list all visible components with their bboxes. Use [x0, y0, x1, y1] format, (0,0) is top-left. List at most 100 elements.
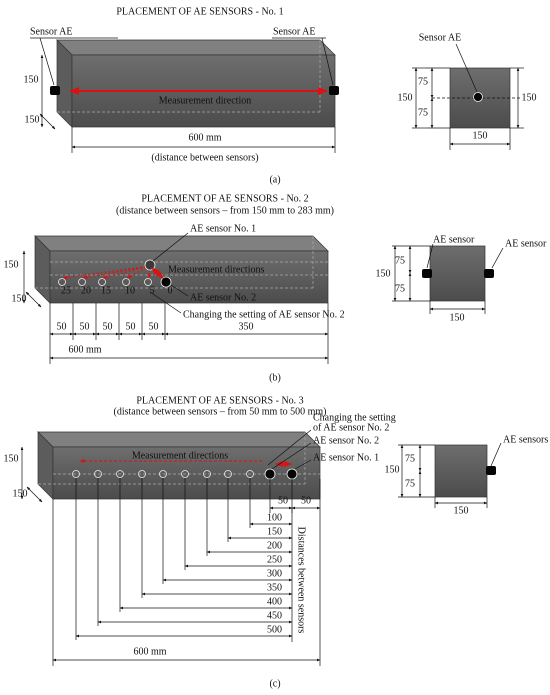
label: 100: [267, 512, 282, 523]
position-label: 5: [150, 285, 155, 296]
label: 150: [25, 114, 40, 125]
sensor-position: [159, 470, 167, 478]
dimension-line: [25, 291, 42, 308]
label: 300: [267, 568, 282, 579]
caption: (a): [269, 174, 280, 185]
label: 75: [405, 478, 415, 489]
label: 150: [454, 505, 469, 516]
dimension-line: [26, 486, 43, 503]
sensor: [473, 92, 483, 102]
sensor-position: [224, 470, 232, 478]
label: 150: [376, 268, 391, 279]
caption: (b): [269, 372, 281, 383]
label: 150: [4, 453, 19, 464]
sensor-position: [181, 470, 189, 478]
block-front: [52, 446, 321, 500]
sensor: [329, 86, 339, 95]
sensor-position: [144, 278, 152, 286]
label: AE sensor No. 1: [190, 223, 256, 234]
direction-arrow: [102, 265, 151, 279]
position-label: 25: [61, 285, 71, 296]
label: 50: [278, 495, 288, 506]
panel-subtitle: (distance between sensors – from 150 mm …: [116, 205, 334, 216]
label: 150: [13, 488, 28, 499]
label: 350: [267, 582, 282, 593]
label: Changing the setting of AE sensor No. 2: [183, 309, 345, 320]
direction-label: Measurement direction: [159, 95, 251, 106]
label: 50: [80, 321, 90, 332]
sensor-position: [94, 470, 102, 478]
leader: [39, 37, 55, 86]
label: 50: [301, 495, 311, 506]
sensor: [286, 468, 298, 480]
block-top: [56, 39, 336, 56]
position-label: 15: [101, 285, 111, 296]
sensor: [422, 269, 432, 278]
label: (distance between sensors): [151, 152, 258, 163]
label: 150: [450, 312, 465, 323]
sensor-position: [203, 470, 211, 478]
label: 150: [473, 130, 488, 141]
side-view: [434, 444, 488, 498]
label: 500: [267, 624, 282, 635]
dimension-line: [39, 113, 56, 130]
sensor-label: Sensor AE: [30, 26, 73, 37]
label: 75: [395, 283, 405, 294]
label: 600 mm: [68, 344, 101, 355]
label: of AE sensor No. 2: [313, 422, 389, 433]
position-label: 10: [125, 285, 135, 296]
panel-title: PLACEMENT OF AE SENSORS - No. 3: [136, 395, 303, 406]
label: 50: [57, 321, 67, 332]
label: 50: [103, 321, 113, 332]
label: 75: [418, 76, 428, 87]
block-top: [37, 431, 321, 448]
label: 600 mm: [188, 132, 221, 143]
label: AE sensor: [433, 234, 475, 245]
direction-arrow: [62, 265, 151, 280]
sensor-position: [98, 278, 106, 286]
leader: [321, 37, 334, 86]
block-front: [49, 250, 329, 304]
leader: [149, 291, 182, 314]
leader: [426, 243, 434, 269]
sensor-position: [116, 470, 124, 478]
sensor: [264, 468, 276, 480]
caption: (c): [269, 678, 280, 689]
label: 150: [267, 526, 282, 537]
label: Measurement directions: [132, 450, 228, 461]
position-label: 0: [168, 285, 173, 296]
label: Changing the setting: [313, 412, 396, 423]
sensor-position: [78, 278, 86, 286]
block-side: [56, 39, 73, 128]
sensor: [484, 269, 494, 278]
leader: [455, 43, 478, 93]
label: AE sensor No. 2: [190, 292, 256, 303]
label: 75: [395, 255, 405, 266]
label: Distances between sensors: [296, 527, 307, 634]
label: 75: [405, 453, 415, 464]
side-view: [429, 245, 486, 302]
label: AE sensor No. 1: [313, 452, 379, 463]
label: 150: [398, 92, 413, 103]
label: 600 mm: [133, 646, 166, 657]
direction-arrow: [82, 265, 151, 280]
leader: [170, 284, 189, 297]
label: AE sensor: [505, 238, 547, 249]
leader: [294, 459, 312, 470]
leader: [152, 232, 189, 262]
label: 50: [149, 321, 159, 332]
direction-arrow: [151, 267, 164, 279]
leader: [490, 442, 502, 467]
leader: [491, 247, 504, 269]
panel-title: PLACEMENT OF AE SENSORS - No. 1: [116, 6, 283, 17]
leader: [267, 429, 312, 466]
sensor-position: [138, 470, 146, 478]
label: 150: [385, 464, 400, 475]
label: 75: [418, 107, 428, 118]
label: 150: [24, 74, 39, 85]
panel-title: PLACEMENT OF AE SENSORS - No. 2: [141, 193, 308, 204]
leader: [271, 442, 312, 470]
label: Measurement directions: [168, 264, 264, 275]
label: Sensor AE: [419, 32, 462, 43]
